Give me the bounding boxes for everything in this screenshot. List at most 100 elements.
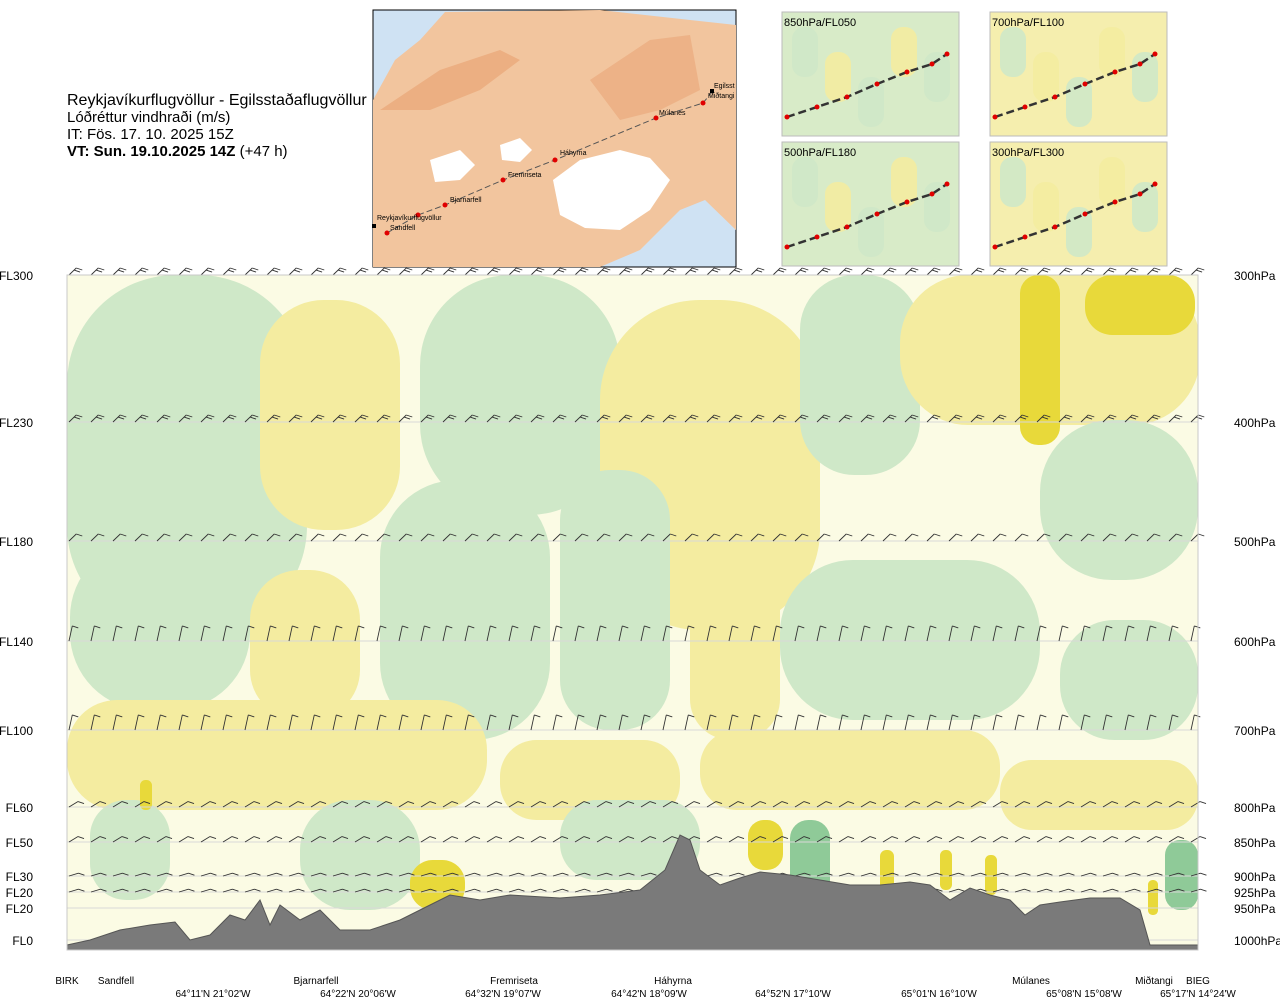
wind-barb — [860, 267, 875, 276]
contour-region — [1085, 275, 1195, 335]
wind-barb — [222, 625, 233, 642]
wind-barb — [574, 714, 585, 731]
wind-barb — [530, 872, 547, 877]
wind-barb — [244, 533, 259, 542]
wind-barb — [574, 414, 589, 423]
wind-barb — [640, 872, 657, 877]
wind-barb — [948, 267, 963, 276]
wind-barb — [1014, 888, 1031, 893]
wind-barb — [684, 414, 699, 423]
wind-barb — [948, 801, 965, 808]
flight-level-labels: FL300 FL230 FL180 FL140 FL100 FL60 FL50 FL30 FL2… — [0, 269, 33, 948]
wind-barb — [1080, 836, 1097, 843]
wind-barb — [706, 801, 723, 808]
wind-barb — [1014, 714, 1025, 731]
wind-barb — [772, 533, 787, 542]
wind-barb — [794, 836, 811, 843]
wind-barb — [992, 625, 1003, 642]
wind-barb — [772, 801, 789, 808]
wind-barb — [1190, 267, 1205, 276]
wind-barb — [1080, 625, 1091, 642]
wind-barb — [68, 888, 85, 893]
wind-barb — [706, 625, 717, 642]
wind-barb — [574, 888, 591, 893]
inset-label: 850hPa/FL050 — [784, 17, 856, 29]
wind-barb — [882, 414, 897, 423]
flight-level-label: FL20 — [6, 886, 34, 900]
wind-barb — [706, 267, 721, 276]
wind-barb — [376, 714, 387, 731]
wind-barb — [728, 801, 745, 808]
wind-barb — [1080, 267, 1095, 276]
wind-barb — [882, 872, 899, 877]
wind-barb — [860, 625, 871, 642]
wind-barb — [222, 872, 239, 877]
wind-barb — [398, 888, 415, 893]
valid-time: VT: Sun. 19.10.2025 14Z — [67, 143, 236, 160]
wind-barb — [90, 267, 105, 276]
flight-level-label: FL0 — [12, 934, 33, 948]
wind-barb — [376, 625, 387, 642]
contour-region — [880, 850, 894, 890]
level-inset: 500hPa/FL180 — [781, 141, 960, 267]
map-mountains-east — [590, 35, 700, 120]
wind-barb — [376, 888, 393, 893]
wind-barb — [728, 267, 743, 276]
chart-title: Reykjavíkurflugvöllur - Egilsstaðaflugvö… — [67, 92, 367, 109]
inset-label: 700hPa/FL100 — [992, 17, 1064, 29]
wind-barb — [112, 267, 127, 276]
wind-barb — [860, 714, 871, 731]
wind-barb — [222, 888, 239, 893]
wind-barb — [134, 414, 149, 423]
wind-barb — [1102, 888, 1119, 893]
wind-barb — [794, 714, 805, 731]
wind-barb — [772, 714, 783, 731]
wind-barb — [420, 267, 435, 276]
wind-barb — [750, 836, 767, 843]
contour-region — [250, 570, 360, 720]
wind-barb — [332, 267, 347, 276]
wind-barb — [464, 414, 479, 423]
contour-region — [940, 850, 952, 890]
wind-barb — [1168, 414, 1183, 423]
contour-region — [748, 820, 783, 870]
wind-barb — [508, 801, 525, 808]
wind-barb — [1080, 533, 1095, 542]
wind-barb — [288, 888, 305, 893]
wind-barb — [596, 533, 611, 542]
wind-barb — [926, 267, 941, 276]
waypoint-labels: BIRK Sandfell Bjarnarfell Fremriseta Háhyrna… — [55, 975, 1210, 987]
wind-barb — [904, 533, 919, 542]
wind-barb — [134, 836, 151, 843]
wind-barb — [442, 625, 453, 642]
wind-barb — [1190, 414, 1205, 423]
wind-barb — [68, 872, 85, 877]
contour-region — [1060, 620, 1198, 740]
wind-barb — [68, 625, 79, 642]
wind-barb — [816, 414, 831, 423]
wind-barb — [376, 801, 393, 808]
wind-barb — [442, 801, 459, 808]
wind-barb — [926, 625, 937, 642]
wind-barb — [992, 533, 1007, 542]
wind-barb — [1080, 872, 1097, 877]
wind-barb — [156, 714, 167, 731]
wind-barb — [332, 414, 347, 423]
map-glacier-langjokull — [430, 150, 475, 182]
wind-barb — [1014, 836, 1031, 843]
wind-barb — [112, 625, 123, 642]
wind-barb — [90, 801, 107, 808]
wind-barb — [772, 267, 787, 276]
wind-barb — [112, 801, 129, 808]
wind-barb — [1168, 267, 1183, 276]
wind-barb — [398, 801, 415, 808]
wind-barb — [816, 625, 827, 642]
wind-barb — [882, 714, 893, 731]
wind-barb — [552, 888, 569, 893]
wind-barb — [948, 625, 959, 642]
map-waypoint — [552, 157, 558, 163]
pressure-labels: 300hPa 400hPa 500hPa 600hPa 700hPa 800hPa 850h… — [1234, 269, 1280, 948]
wind-barb — [442, 267, 457, 276]
map-airport-west — [372, 224, 376, 228]
flight-level-label: FL230 — [0, 416, 33, 430]
